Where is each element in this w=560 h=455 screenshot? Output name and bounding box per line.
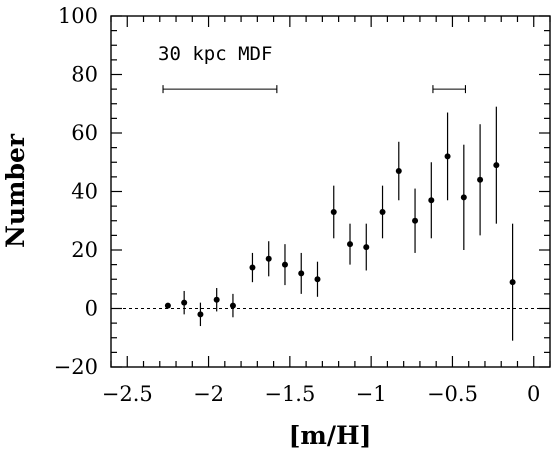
data-point [493, 162, 500, 169]
y-tick-label: −20 [54, 355, 98, 379]
data-point [460, 194, 467, 201]
y-axis-title: Number [1, 133, 30, 248]
data-point [229, 302, 236, 309]
data-point [428, 197, 435, 204]
y-tick-label: 20 [71, 238, 98, 262]
data-point [197, 311, 204, 318]
data-point [181, 299, 188, 306]
y-tick-label: 0 [85, 297, 98, 321]
x-tick-label: −2 [193, 382, 224, 406]
x-tick-label: −1.5 [264, 382, 315, 406]
data-point [379, 208, 386, 215]
data-point [444, 153, 451, 160]
y-tick-label: 60 [71, 121, 98, 145]
data-points [164, 106, 516, 341]
annotation-label: 30 kpc MDF [158, 43, 272, 65]
data-point [281, 261, 288, 268]
data-point [412, 217, 419, 224]
x-tick-label: −1 [356, 382, 387, 406]
y-tick-label: 100 [58, 4, 98, 28]
data-point [265, 255, 272, 262]
x-tick-labels: −2.5 −2 −1.5 −1 −0.5 0 [102, 382, 541, 406]
data-point [363, 244, 370, 251]
resolution-bars [162, 85, 467, 94]
data-point [213, 296, 220, 303]
data-point [249, 264, 256, 271]
data-point [314, 276, 321, 283]
plot-frame [110, 15, 551, 368]
data-point [509, 279, 516, 286]
y-tick-label: 40 [71, 180, 98, 204]
x-tick-label: −2.5 [102, 382, 153, 406]
data-point [347, 241, 354, 248]
y-tick-label: 80 [71, 63, 98, 87]
x-axis-title: [m/H] [289, 421, 372, 450]
x-tick-label: 0 [527, 382, 540, 406]
x-tick-label: −0.5 [427, 382, 478, 406]
data-point [330, 208, 337, 215]
data-point [477, 176, 484, 183]
data-point [395, 168, 402, 175]
axis-ticks [110, 15, 551, 368]
data-point [164, 302, 171, 309]
data-point [298, 270, 305, 277]
y-tick-labels: −20 0 20 40 60 80 100 [54, 4, 98, 379]
